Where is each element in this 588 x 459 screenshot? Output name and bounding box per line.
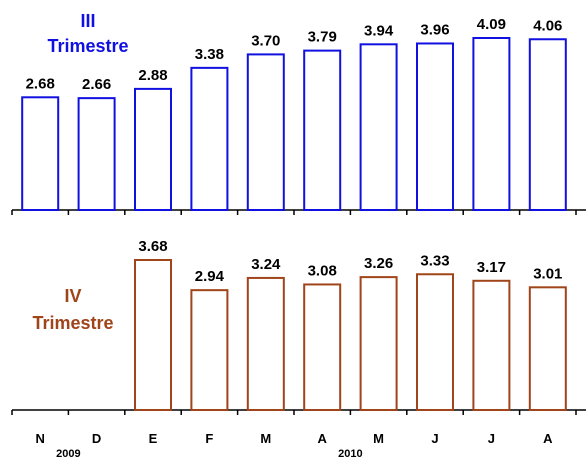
panel-title-line: Trimestre <box>47 36 128 56</box>
bar-value-label: 2.66 <box>82 76 111 93</box>
bar-value-label: 4.09 <box>477 16 506 33</box>
year-label: 2010 <box>338 448 362 459</box>
bar <box>134 259 172 411</box>
bar-value-label: 3.70 <box>251 32 280 49</box>
bar <box>528 286 567 411</box>
bar <box>528 38 567 211</box>
x-tick-label: N <box>36 431 45 446</box>
bar <box>303 283 342 411</box>
bar-value-label: 3.33 <box>420 252 449 269</box>
chart-panel-iv-trimestre: IV Trimestre 3.68 2.94 3.24 3.08 3.26 3.33 3.17 3… <box>11 238 586 415</box>
bar-value-label: 3.08 <box>308 262 337 279</box>
bar <box>416 42 454 211</box>
panel-title-line: Trimestre <box>32 313 113 333</box>
x-tick-label: M <box>373 431 384 446</box>
bar-value-label: 3.79 <box>308 29 337 46</box>
bar <box>359 43 398 211</box>
bar-value-label: 4.06 <box>533 17 562 34</box>
bar-value-label: 3.68 <box>138 238 167 255</box>
bar-value-label: 3.96 <box>420 21 449 38</box>
x-tick-label: E <box>149 431 158 446</box>
x-tick-label: D <box>92 431 101 446</box>
chart-panel-iii-trimestre: III Trimestre 2.68 2.66 2.88 3.38 3.70 3.79 3.94… <box>11 11 586 215</box>
bar-value-label: 3.38 <box>195 46 224 63</box>
bar-value-label: 2.94 <box>195 268 225 285</box>
bar <box>303 49 342 212</box>
bar <box>246 53 285 212</box>
x-tick-label: M <box>260 431 271 446</box>
bar <box>21 96 60 211</box>
panel-title-line: III <box>80 11 95 31</box>
x-tick-label: A <box>318 431 328 446</box>
bar <box>472 279 511 412</box>
x-axis-labels: N D E F M A M J J A 2009 2010 <box>36 431 554 459</box>
bar <box>416 273 454 411</box>
bar <box>472 37 511 211</box>
bar-value-label: 3.24 <box>251 256 281 273</box>
bar-value-label: 2.68 <box>26 75 55 92</box>
bar <box>190 289 229 412</box>
bar-value-label: 3.01 <box>533 265 562 282</box>
bar <box>359 276 398 411</box>
bar-value-label: 3.26 <box>364 255 393 272</box>
bar <box>190 66 229 212</box>
bar-value-label: 2.88 <box>138 67 167 84</box>
bar <box>134 87 172 211</box>
panel-title-line: IV <box>64 286 81 306</box>
bar <box>77 97 116 211</box>
bar-value-label: 3.17 <box>477 259 506 276</box>
bar-value-label: 3.94 <box>364 22 394 39</box>
bar <box>246 276 285 411</box>
x-tick-label: F <box>205 431 213 446</box>
x-tick-label: J <box>431 431 438 446</box>
x-tick-label: A <box>543 431 553 446</box>
x-tick-label: J <box>488 431 495 446</box>
year-label: 2009 <box>56 448 80 459</box>
